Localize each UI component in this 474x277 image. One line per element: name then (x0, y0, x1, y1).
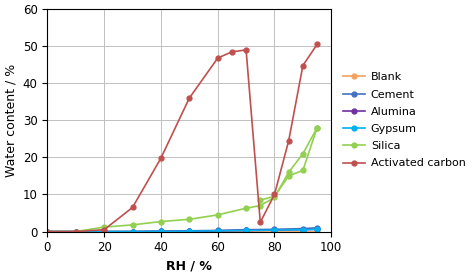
Activated carbon (300, 64, 306, 67)
Activated carbon (158, 157, 164, 160)
Blank (158, 230, 164, 233)
Silica (314, 126, 320, 129)
Alumina (73, 230, 79, 233)
Line: Alumina: Alumina (45, 227, 319, 234)
Activated carbon (45, 230, 50, 233)
Activated carbon (286, 139, 292, 142)
Cement (215, 229, 220, 232)
Alumina (101, 230, 107, 233)
Alumina (243, 229, 249, 232)
Y-axis label: Water content / %: Water content / % (4, 64, 17, 177)
Blank (130, 230, 136, 233)
Gypsum (186, 230, 192, 233)
Gypsum (215, 229, 220, 232)
Line: Silica: Silica (45, 125, 319, 234)
Alumina (158, 230, 164, 233)
Legend: Blank, Cement, Alumina, Gypsum, Silica, Activated carbon: Blank, Cement, Alumina, Gypsum, Silica, … (340, 69, 469, 172)
Silica (257, 204, 263, 207)
Alumina (45, 230, 50, 233)
Alumina (314, 228, 320, 231)
Blank (101, 230, 107, 233)
Silica (243, 207, 249, 210)
Line: Blank: Blank (45, 229, 319, 234)
Alumina (300, 228, 306, 231)
Activated carbon (272, 193, 277, 196)
Alumina (272, 229, 277, 232)
Silica (130, 223, 136, 227)
Cement (73, 230, 79, 233)
Silica (45, 230, 50, 233)
Gypsum (130, 230, 136, 233)
Silica (73, 230, 79, 233)
Alumina (186, 230, 192, 233)
Cement (130, 230, 136, 233)
Cement (243, 228, 249, 231)
Gypsum (101, 230, 107, 233)
Silica (101, 225, 107, 229)
Cement (101, 230, 107, 233)
Activated carbon (257, 220, 263, 224)
Activated carbon (215, 57, 220, 60)
Silica (272, 196, 277, 199)
Alumina (130, 230, 136, 233)
Cement (314, 226, 320, 230)
Silica (158, 220, 164, 223)
Blank (215, 230, 220, 233)
Activated carbon (130, 206, 136, 209)
Gypsum (272, 229, 277, 232)
Gypsum (73, 230, 79, 233)
X-axis label: RH / %: RH / % (166, 260, 212, 273)
Gypsum (243, 229, 249, 232)
Blank (45, 230, 50, 233)
Silica (286, 171, 292, 174)
Activated carbon (101, 228, 107, 231)
Cement (45, 230, 50, 233)
Activated carbon (314, 43, 320, 46)
Blank (272, 230, 277, 233)
Silica (300, 152, 306, 155)
Blank (243, 230, 249, 233)
Silica (215, 213, 220, 217)
Cement (272, 228, 277, 231)
Gypsum (300, 228, 306, 231)
Activated carbon (243, 48, 249, 52)
Line: Cement: Cement (45, 225, 319, 234)
Silica (186, 218, 192, 221)
Cement (300, 227, 306, 230)
Alumina (215, 229, 220, 232)
Cement (158, 230, 164, 233)
Activated carbon (229, 50, 235, 53)
Blank (314, 230, 320, 233)
Blank (300, 230, 306, 233)
Blank (186, 230, 192, 233)
Activated carbon (186, 96, 192, 100)
Line: Activated carbon: Activated carbon (45, 42, 319, 234)
Gypsum (158, 230, 164, 233)
Gypsum (314, 228, 320, 231)
Activated carbon (73, 230, 79, 233)
Cement (186, 229, 192, 232)
Gypsum (45, 230, 50, 233)
Blank (73, 230, 79, 233)
Line: Gypsum: Gypsum (45, 227, 319, 234)
